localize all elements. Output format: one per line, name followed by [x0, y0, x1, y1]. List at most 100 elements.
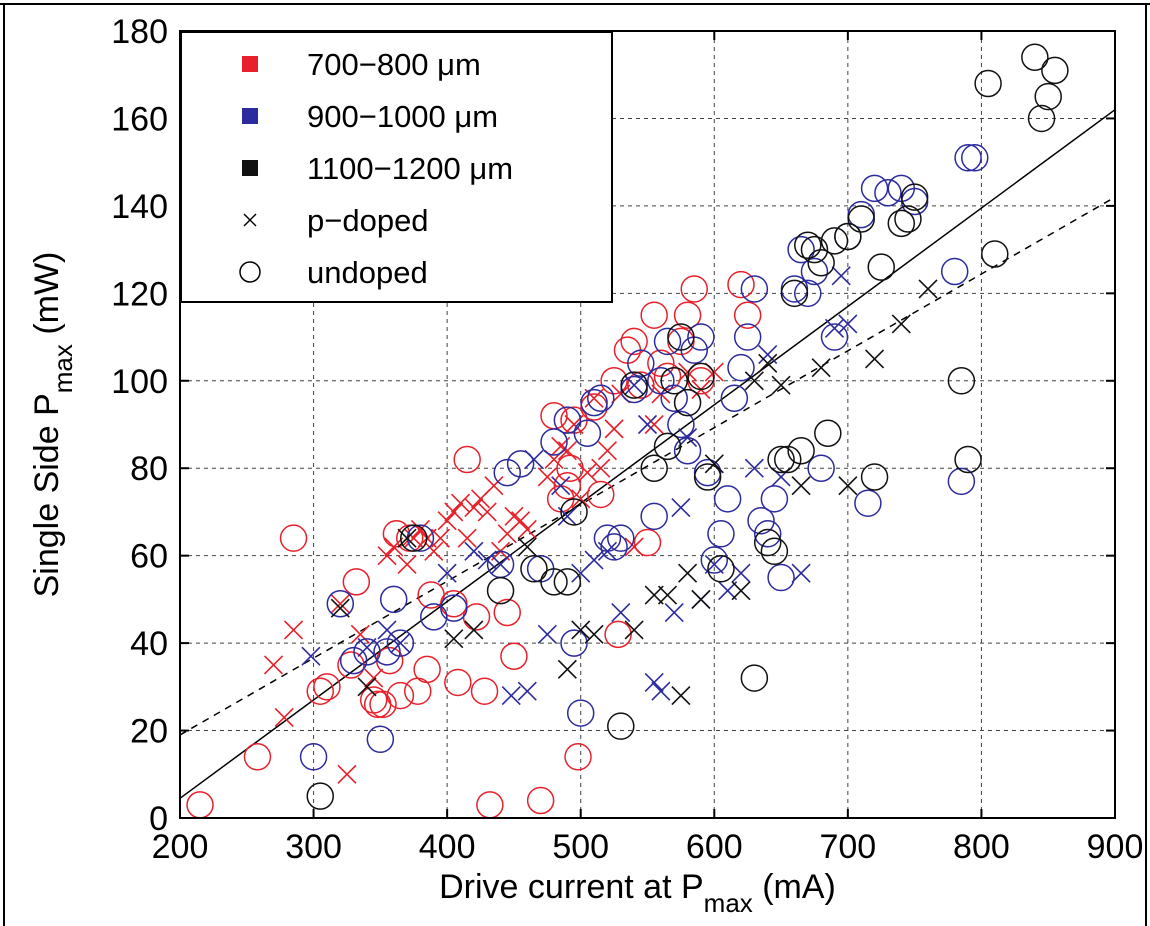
data-point-circle	[486, 576, 515, 605]
data-point-cross	[444, 629, 464, 649]
data-point-cross	[457, 528, 477, 548]
data-point-cross	[524, 449, 544, 470]
data-point-circle	[493, 458, 521, 487]
data-point-circle	[847, 205, 875, 233]
data-point-cross	[537, 467, 557, 487]
data-point-circle	[961, 144, 989, 172]
data-point-circle	[860, 463, 889, 491]
data-point-circle	[299, 743, 328, 771]
data-point-cross	[771, 375, 791, 395]
data-point-circle	[780, 279, 809, 308]
data-point-cross	[464, 498, 484, 518]
data-point-circle	[620, 371, 648, 399]
x-tick-label: 600	[686, 828, 743, 866]
x-tick-label: 900	[1087, 828, 1144, 866]
data-point-cross	[644, 414, 664, 435]
data-point-cross	[891, 314, 911, 334]
data-point-cross	[390, 633, 410, 653]
data-point-cross	[731, 563, 751, 583]
data-point-cross	[477, 502, 497, 522]
data-point-circle	[1027, 104, 1056, 133]
data-point-circle	[587, 480, 615, 509]
data-point-cross	[731, 581, 751, 601]
data-point-circle	[794, 231, 822, 259]
data-point-circle	[954, 445, 982, 474]
legend-item: 1100−1200 μm	[242, 151, 513, 186]
data-point-circle	[1034, 82, 1062, 111]
data-point-cross	[824, 318, 845, 338]
data-point-circle	[753, 528, 782, 557]
data-point-circle	[587, 384, 615, 413]
data-point-circle	[954, 144, 982, 172]
data-point-circle	[860, 174, 889, 203]
data-point-circle	[687, 362, 715, 391]
data-point-circle	[874, 179, 902, 207]
data-point-circle	[607, 524, 635, 552]
data-point-circle	[807, 454, 835, 482]
data-point-circle	[974, 69, 1002, 98]
data-point-circle	[600, 533, 628, 561]
dashed-fit-line	[179, 196, 1116, 736]
x-tick-label: 500	[552, 828, 609, 866]
legend-item: 900−1000 μm	[242, 99, 498, 134]
data-point-cross	[404, 528, 424, 548]
data-point-cross	[791, 476, 811, 496]
data-point-cross	[644, 585, 664, 605]
data-point-circle	[887, 209, 916, 238]
data-point-circle	[373, 638, 401, 666]
data-point-cross	[671, 686, 691, 706]
data-point-circle	[613, 336, 642, 364]
data-point-circle	[820, 227, 849, 255]
data-point-circle	[693, 463, 722, 491]
data-point-cross	[758, 353, 778, 373]
data-point-circle	[382, 520, 411, 548]
data-point-circle	[627, 371, 655, 399]
data-point-circle	[604, 620, 632, 649]
data-point-circle	[476, 791, 504, 819]
data-point-circle	[420, 603, 448, 631]
data-point-cross	[758, 344, 778, 365]
data-point-circle	[713, 485, 742, 513]
data-point-circle	[673, 388, 702, 417]
data-point-circle	[680, 275, 708, 303]
data-point-cross	[557, 441, 577, 461]
data-point-circle	[647, 349, 675, 378]
data-point-circle	[540, 402, 568, 430]
data-point-circle	[186, 791, 214, 819]
data-point-cross	[450, 493, 471, 513]
data-point-circle	[981, 240, 1009, 268]
x-tick-label: 400	[419, 828, 476, 866]
data-point-cross	[283, 620, 304, 640]
data-point-circle	[386, 629, 415, 657]
y-axis-label: Single Side Pmax (mW)	[28, 252, 78, 598]
data-point-circle	[627, 349, 655, 378]
data-point-circle	[740, 275, 769, 303]
x-tick-label: 700	[819, 828, 876, 866]
data-point-cross	[517, 519, 537, 539]
data-point-circle	[867, 253, 895, 281]
data-point-circle	[566, 699, 595, 727]
data-point-circle	[444, 668, 472, 697]
data-point-circle	[834, 222, 862, 251]
data-point-cross	[330, 598, 350, 618]
data-point-circle	[1041, 56, 1069, 85]
data-point-circle	[640, 454, 668, 482]
data-point-cross	[430, 528, 451, 548]
data-point-cross	[644, 672, 664, 693]
data-point-cross	[571, 620, 591, 640]
x-axis-label: Drive current at Pmax (mA)	[439, 868, 836, 918]
data-point-circle	[553, 471, 582, 500]
y-tick-label: 20	[130, 713, 168, 751]
data-point-circle	[306, 782, 334, 810]
data-point-cross	[584, 624, 604, 644]
legend-square-marker	[242, 56, 258, 72]
data-point-circle	[493, 598, 521, 627]
data-point-circle	[820, 323, 849, 351]
data-point-circle	[453, 445, 481, 474]
tick-labels: 200 300 400 500 600 700 800 900 0 20 40 60 80 100 120 1…	[111, 13, 1143, 866]
data-point-cross	[357, 677, 377, 697]
data-point-cross	[330, 594, 350, 614]
data-point-cross	[557, 659, 577, 679]
legend-item: p−doped	[243, 203, 429, 238]
data-point-circle	[667, 323, 695, 351]
